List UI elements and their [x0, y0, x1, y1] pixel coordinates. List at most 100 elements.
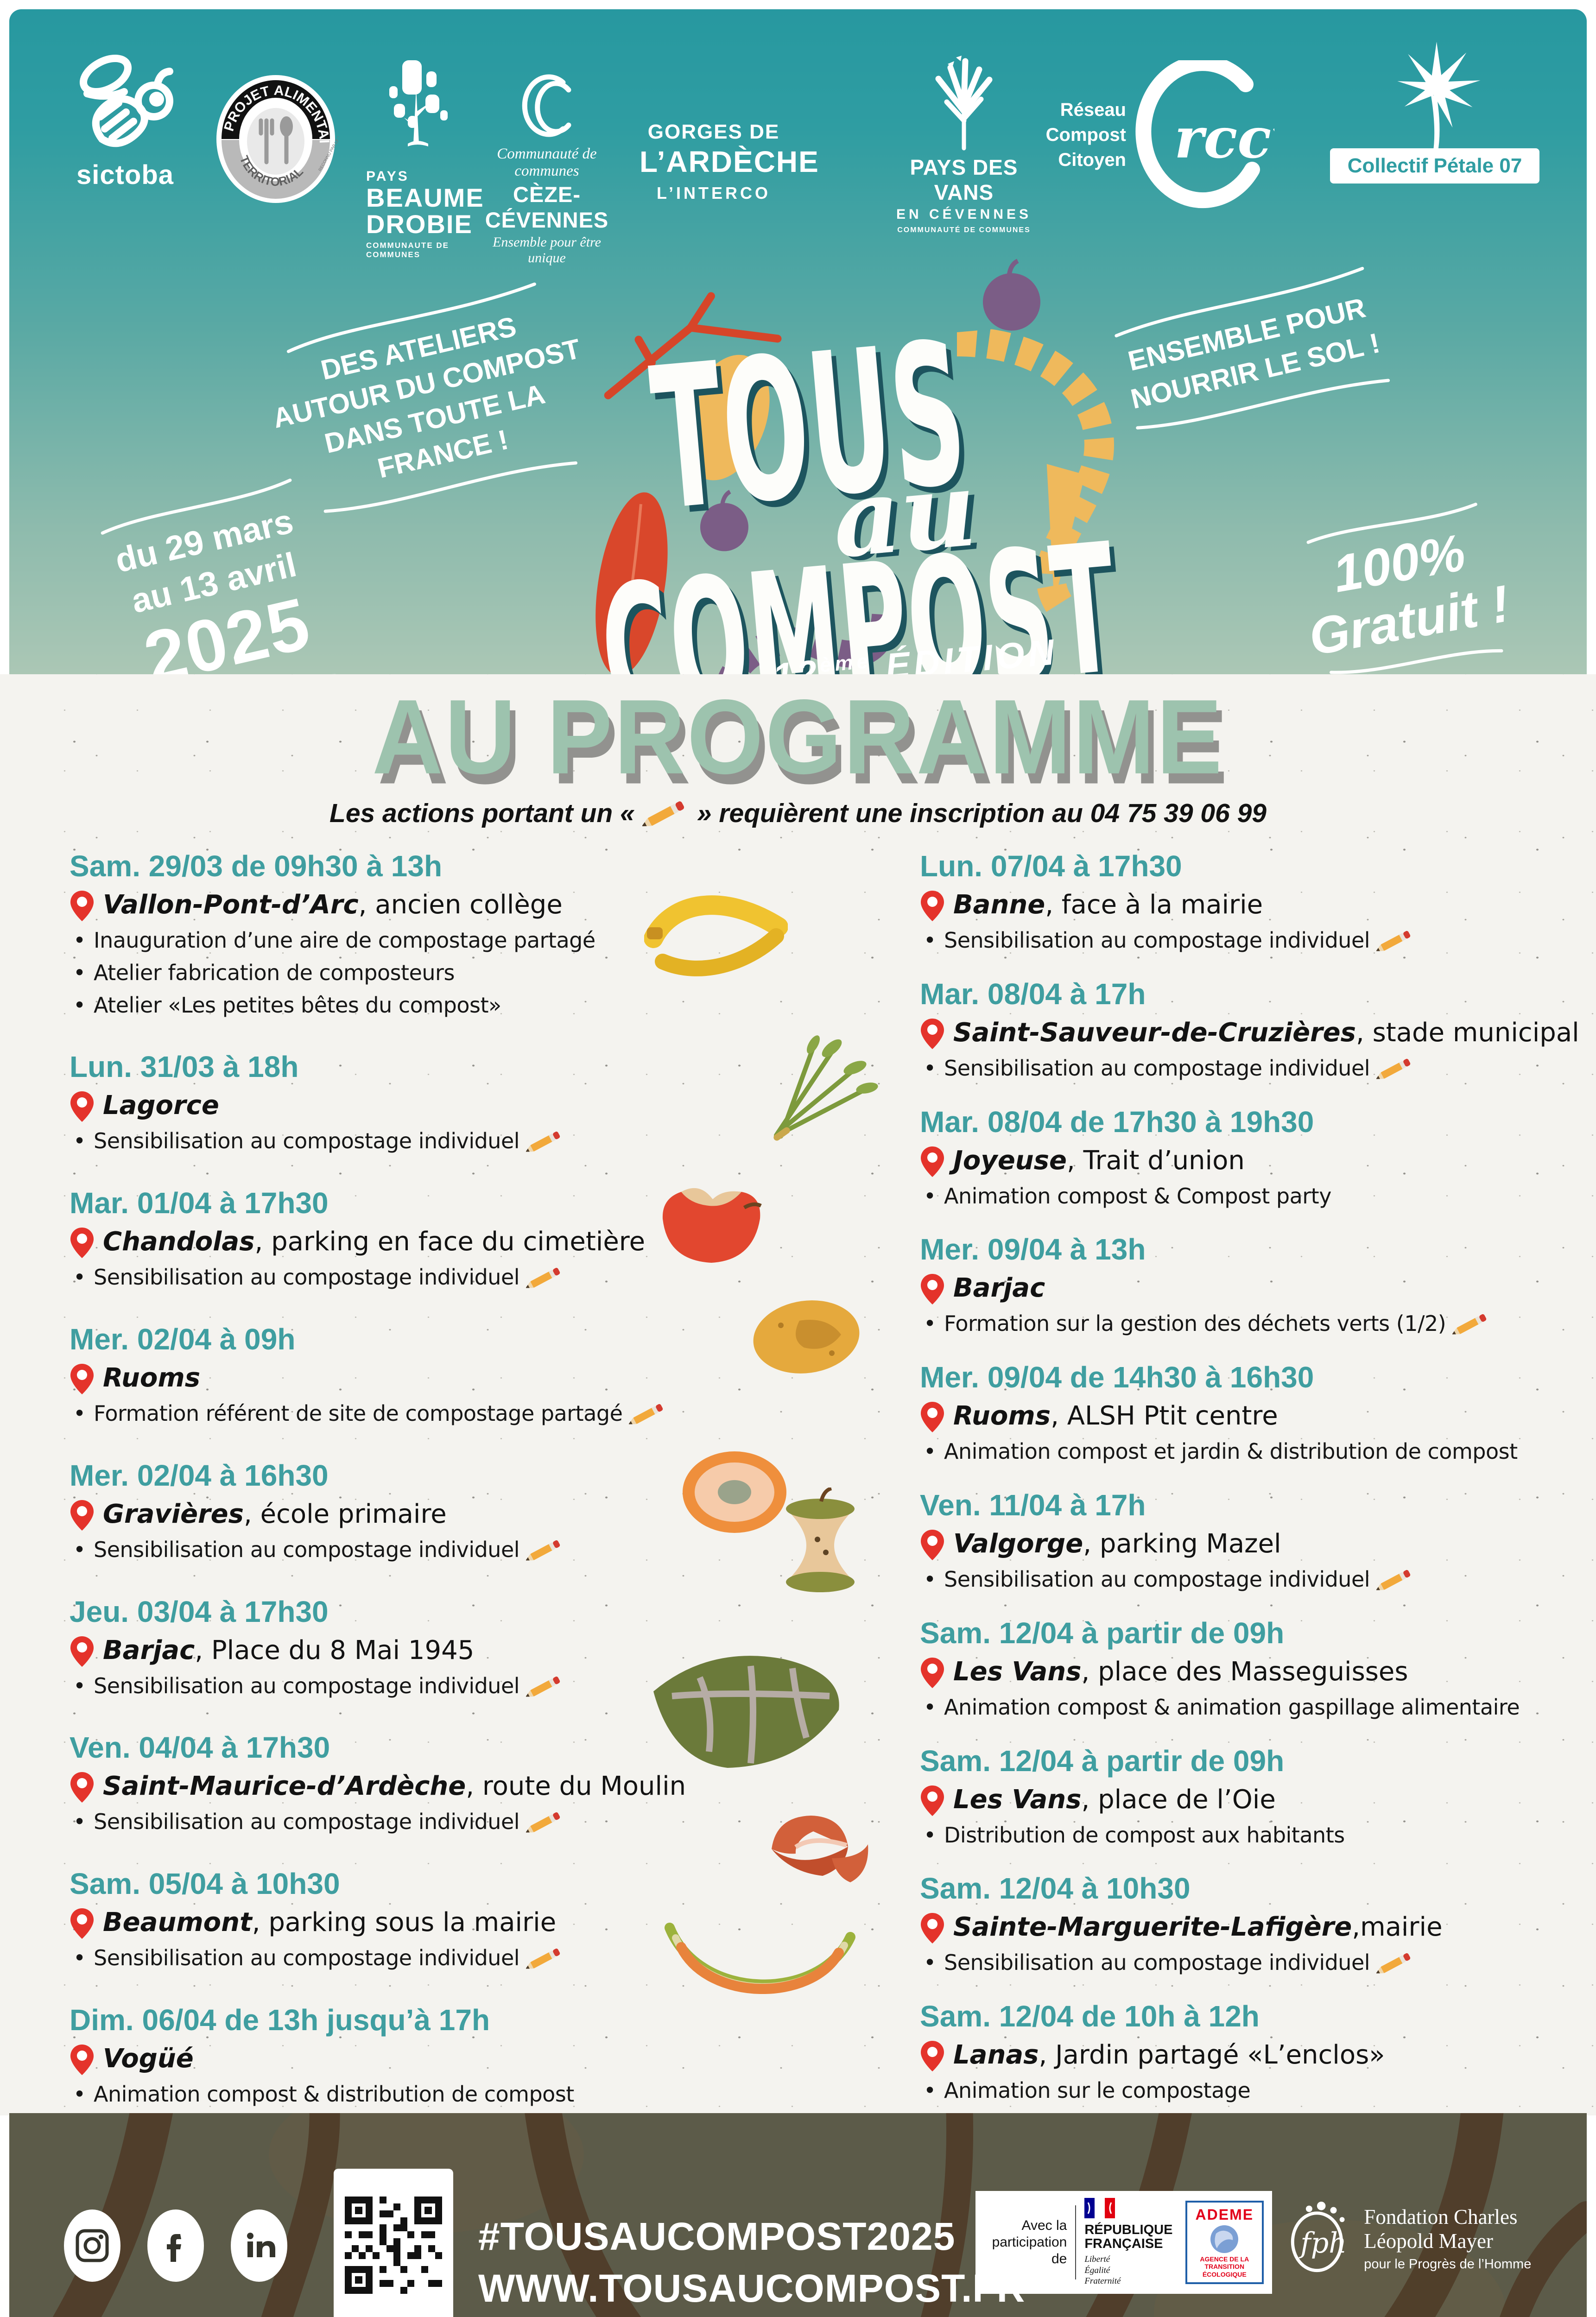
event-location-detail: , parking sous la mairie — [252, 1907, 557, 1938]
ademe-sub: AGENCE DE LA TRANSITION ÉCOLOGIQUE — [1200, 2255, 1249, 2279]
event-item: Mer. 09/04 à 13h Barjac Formation sur la g… — [920, 1232, 1583, 1338]
logo-rcc-mark: rcc’ — [1135, 55, 1291, 215]
location-pin-icon — [70, 1091, 94, 1122]
event-location-name: Saint-Sauveur-de-Cruzières — [953, 1017, 1356, 1048]
bee-icon — [79, 54, 173, 147]
event-date-time: Sam. 29/03 de 09h30 à 13h — [70, 849, 443, 883]
event-location: Barjac — [920, 1272, 1583, 1305]
website-url[interactable]: WWW.TOUSAUCOMPOST.FR — [478, 2266, 1026, 2310]
wavy-line — [101, 478, 292, 535]
pencil-icon — [526, 1949, 560, 1969]
event-date-time: Lun. 07/04 à 17h30 — [920, 849, 1182, 883]
event-location-name: Les Vans — [953, 1784, 1082, 1815]
event-location: Joyeuse, Trait d’union — [920, 1145, 1583, 1178]
event-item: Mer. 02/04 à 16h30 Gravières, école prima… — [70, 1458, 700, 1564]
program-note: Les actions portant un « » requièrent un… — [0, 798, 1596, 829]
event-date-time: Sam. 12/04 de 10h à 12h — [920, 2000, 1260, 2033]
fph-logo: fph Fondation Charles Léopold Mayer pour… — [1288, 2192, 1587, 2285]
hashtag: #TOUSAUCOMPOST2025 — [478, 2215, 956, 2258]
logo-petale-star — [1381, 37, 1492, 159]
red-branch-decoration — [604, 292, 782, 399]
event-location-name: Joyeuse — [953, 1145, 1067, 1176]
event-location: Saint-Maurice-d’Ardèche, route du Moulin — [70, 1770, 700, 1804]
event-activity: Sensibilisation au compostage individuel — [920, 1055, 1583, 1083]
location-pin-icon — [70, 1772, 94, 1803]
plate-fork-spoon-badge: PROJET ALIMENTAIRE TERRITORIAL RECONNU P… — [208, 62, 372, 203]
event-location-detail: , Jardin partagé «L’enclos» — [1039, 2040, 1385, 2070]
rf-motto: Liberté Égalité Fraternité — [1084, 2254, 1121, 2286]
orange-slice-illustration — [683, 1451, 786, 1533]
qr-code[interactable] — [334, 2169, 453, 2317]
free-banner: 100% Gratuit ! — [1286, 497, 1523, 674]
event-location: Ruoms, ALSH Ptit centre — [920, 1400, 1583, 1433]
event-item: Sam. 29/03 de 09h30 à 13h Vallon-Pont-d’A… — [70, 849, 700, 1019]
event-item: Ven. 11/04 à 17h Valgorge, parking Mazel S… — [920, 1488, 1583, 1594]
event-location-name: Chandolas — [103, 1227, 255, 1257]
event-item: Sam. 12/04 à partir de 09h Les Vans, plac… — [920, 1744, 1583, 1849]
event-location-name: Banne — [953, 890, 1045, 920]
logo-rcc-line3: Citoyen — [1058, 150, 1126, 170]
logo-beaume-pays: PAYS — [366, 169, 409, 184]
event-date-time: Mar. 08/04 de 17h30 à 19h30 — [920, 1105, 1314, 1139]
logo-pays-des-vans: PAYS DES VANS EN CÉVENNES COMMUNAUTÉ DE … — [890, 51, 1038, 234]
event-location: Barjac, Place du 8 Mai 1945 — [70, 1634, 700, 1668]
event-location-name: Lagorce — [103, 1090, 219, 1121]
petal-star-icon — [1397, 42, 1481, 154]
instagram-button[interactable] — [64, 2209, 120, 2282]
event-location-name: Vallon-Pont-d’Arc — [103, 890, 359, 920]
orange-leaf-decoration — [683, 355, 770, 481]
facebook-button[interactable] — [147, 2209, 204, 2282]
logo-ceze-sur: Communauté de communes — [497, 146, 597, 179]
event-date-time: Mer. 02/04 à 16h30 — [70, 1458, 329, 1492]
wavy-line — [1136, 379, 1390, 430]
pencil-icon — [526, 1812, 560, 1833]
linkedin-button[interactable] — [231, 2209, 287, 2282]
svg-text:fph: fph — [1298, 2227, 1347, 2260]
apple-core-illustration — [786, 1488, 855, 1592]
logo-vans-line1: PAYS DES VANS — [910, 155, 1018, 204]
event-location-detail: , Trait d’union — [1066, 1145, 1245, 1176]
pencil-icon — [526, 1132, 560, 1152]
event-location: Beaumont, parking sous la mairie — [70, 1906, 700, 1940]
event-location-detail: ,mairie — [1352, 1912, 1443, 1943]
leaf-fan-icon — [935, 56, 993, 151]
event-location-detail: , école primaire — [243, 1499, 447, 1529]
logo-ceze-motto: Ensemble pour être unique — [493, 234, 601, 266]
event-item: Lun. 31/03 à 18h Lagorce Sensibilisation a… — [70, 1050, 700, 1155]
event-activity: Formation référent de site de compostage… — [70, 1400, 700, 1428]
event-location-name: Ruoms — [103, 1362, 201, 1393]
event-date-time: Mar. 01/04 à 17h30 — [70, 1186, 329, 1220]
red-leaf-decoration — [595, 492, 668, 674]
pencil-icon — [526, 1268, 560, 1288]
potato-illustration — [753, 1300, 860, 1374]
tagline-ateliers: DES ATELIERS AUTOUR DU COMPOST DANS TOUT… — [256, 273, 606, 532]
event-location: Valgorge, parking Mazel — [920, 1528, 1583, 1561]
event-activity: Sensibilisation au compostage individuel — [920, 1566, 1583, 1594]
event-item: Mer. 09/04 de 14h30 à 16h30 Ruoms, ALSH P… — [920, 1360, 1583, 1466]
event-activity: Sensibilisation au compostage individuel — [70, 1536, 700, 1564]
logo-sictoba-label: sictoba — [76, 160, 174, 190]
location-pin-icon — [921, 1402, 944, 1433]
pencil-icon — [519, 1537, 564, 1562]
event-date-time: Sam. 12/04 à partir de 09h — [920, 1616, 1285, 1650]
pencil-icon — [526, 1676, 560, 1697]
event-item: Dim. 06/04 de 13h jusqu’à 17h Vogüé Animat… — [70, 2003, 700, 2108]
tree-icon — [389, 60, 448, 146]
program-note-after: » requièrent une inscription au 04 75 39… — [689, 798, 1267, 828]
logo-ceze-name: CÈZE-CÉVENNES — [485, 182, 609, 232]
event-activity: Sensibilisation au compostage individuel — [70, 1944, 700, 1972]
event-activity: Animation compost et jardin & distributi… — [920, 1438, 1583, 1466]
event-location: Ruoms — [70, 1362, 700, 1395]
location-pin-icon — [921, 1018, 944, 1049]
logo-gorges-ardeche: GORGES DE L’ARDÈCHE L’INTERCO — [640, 120, 818, 203]
pencil-icon — [519, 1128, 564, 1153]
onion-peel-illustration — [772, 1816, 868, 1882]
republique-francaise-logo: RÉPUBLIQUE FRANÇAISE Liberté Égalité Fra… — [1084, 2197, 1177, 2287]
pencil-icon — [1452, 1314, 1487, 1335]
ademe-globe-icon — [1210, 2225, 1239, 2254]
event-location-name: Barjac — [953, 1273, 1045, 1304]
event-location-name: Gravières — [103, 1499, 244, 1529]
cabbage-leaf-illustration — [653, 1656, 839, 1768]
fph-mark: fph — [1291, 2202, 1347, 2273]
event-location: Chandolas, parking en face du cimetière — [70, 1226, 700, 1259]
